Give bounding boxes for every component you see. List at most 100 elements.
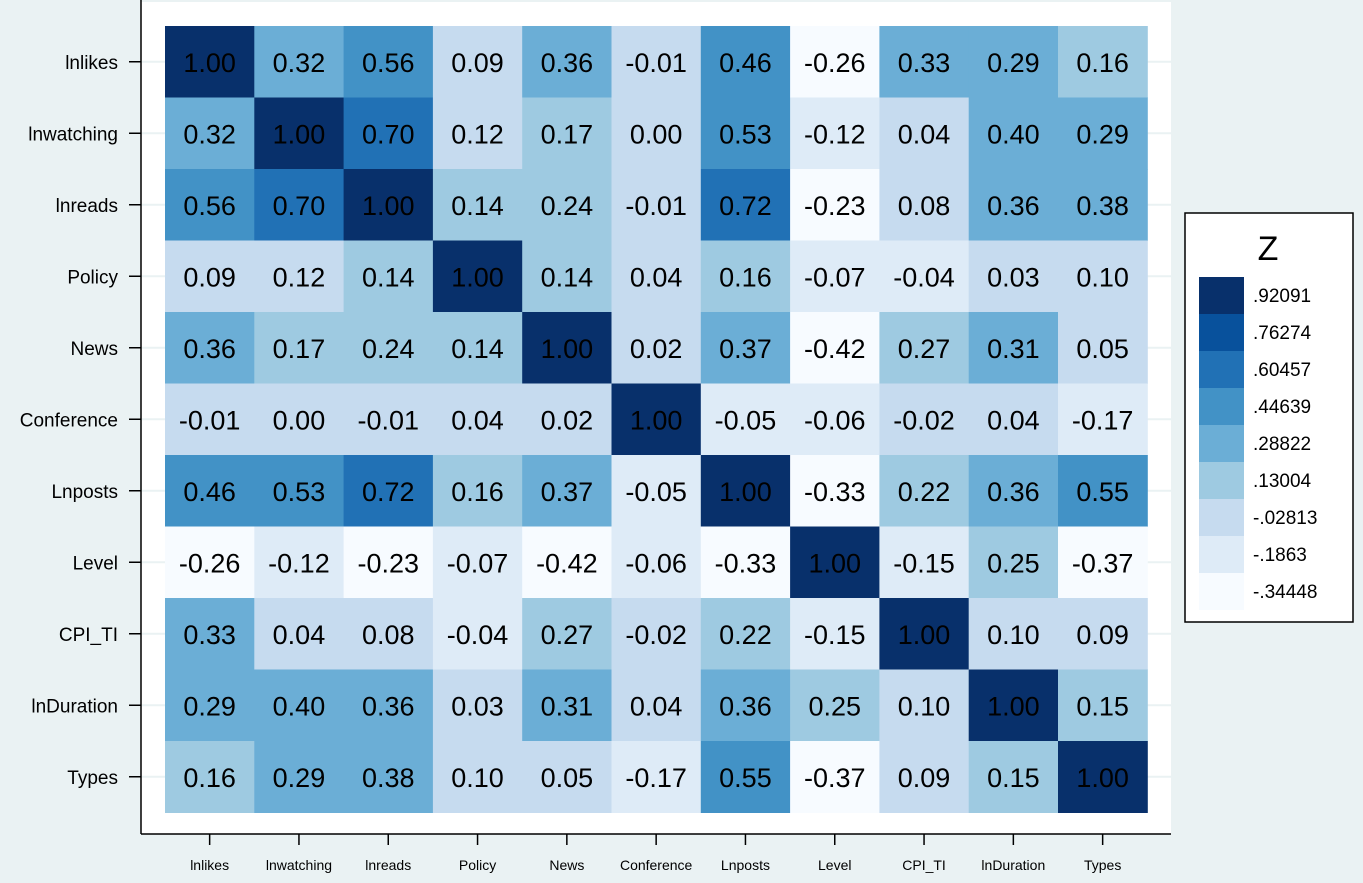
heatmap-cell (700, 97, 791, 170)
x-tick-label: CPI_TI (902, 857, 946, 873)
legend-swatch (1199, 536, 1244, 573)
heatmap-cell (165, 741, 255, 813)
cell-value-label: 0.03 (451, 691, 504, 721)
cell-value-label: -0.12 (804, 119, 866, 149)
heatmap-cell (1058, 598, 1148, 670)
cell-value-label: -0.06 (625, 548, 687, 578)
cell-value-label: 0.72 (362, 477, 415, 507)
heatmap-cell (968, 598, 1059, 670)
cell-value-label: 1.00 (273, 119, 326, 149)
heatmap-cell (165, 598, 255, 670)
cell-value-label: 1.00 (541, 334, 594, 364)
heatmap-cell (343, 741, 434, 813)
cell-value-label: 0.04 (630, 691, 683, 721)
cell-value-label: 0.00 (273, 405, 326, 435)
heatmap-cell (432, 26, 523, 98)
cell-value-label: -0.02 (893, 405, 955, 435)
cell-value-label: 0.15 (1076, 691, 1129, 721)
heatmap-cell (879, 240, 970, 313)
heatmap-cells (165, 26, 1148, 813)
heatmap-cell (968, 312, 1059, 384)
heatmap-cell (790, 598, 880, 670)
cell-value-label: 0.56 (183, 191, 236, 221)
heatmap-cell (611, 240, 702, 313)
heatmap-cell (790, 669, 880, 742)
heatmap-cell (522, 598, 612, 670)
legend-label: -.34448 (1253, 582, 1317, 603)
heatmap-cell (254, 97, 345, 170)
cell-value-label: 0.09 (898, 763, 951, 793)
heatmap-cell (254, 455, 345, 527)
legend-label: -.02813 (1253, 508, 1317, 529)
heatmap-cell (700, 526, 791, 599)
cell-value-label: -0.01 (357, 405, 419, 435)
y-tick-label: Level (73, 553, 118, 574)
heatmap-cell (343, 455, 434, 527)
heatmap-cell (432, 526, 523, 599)
cell-value-label: 0.46 (719, 48, 772, 78)
heatmap-cell (611, 169, 702, 241)
cell-value-label: 0.08 (898, 191, 951, 221)
heatmap-cell (790, 97, 880, 170)
cell-value-label: 0.10 (898, 691, 951, 721)
legend-swatch (1199, 314, 1244, 351)
legend-label: .92091 (1253, 286, 1311, 307)
cell-value-label: 0.14 (541, 262, 594, 292)
y-tick-label: lnDuration (31, 696, 118, 717)
cell-value-label: -0.15 (804, 620, 866, 650)
heatmap-cell (611, 312, 702, 384)
heatmap-cell (700, 455, 791, 527)
y-tick-label: News (70, 339, 118, 360)
cell-value-label: 0.02 (630, 334, 683, 364)
heatmap-cell (611, 26, 702, 98)
legend-items: .92091 .76274 .60457 .44639 .28822 .13004 -.02… (1199, 277, 1317, 610)
heatmap-cell (611, 741, 702, 813)
heatmap-cell (968, 240, 1059, 313)
x-tick-label: Policy (459, 857, 496, 873)
cell-value-label: 1.00 (630, 405, 683, 435)
heatmap-cell-labels: 1.00 0.32 0.56 0.09 0.36 -0.01 0.46 -0.26 0.33 0.… (179, 48, 1134, 793)
y-tick-label: Conference (20, 410, 118, 431)
x-tick-label: lnreads (365, 857, 411, 873)
heatmap-cell (1058, 669, 1148, 742)
heatmap-cell (700, 383, 791, 456)
heatmap-cell (879, 383, 970, 456)
cell-value-label: 0.04 (630, 262, 683, 292)
heatmap-cell (611, 598, 702, 670)
legend-swatch (1199, 462, 1244, 499)
cell-value-label: 0.04 (451, 405, 504, 435)
cell-value-label: 1.00 (808, 548, 861, 578)
cell-value-label: 0.05 (1076, 334, 1129, 364)
heatmap-cell (343, 526, 434, 599)
cell-value-label: 0.36 (987, 477, 1040, 507)
cell-value-label: 0.09 (1076, 620, 1129, 650)
cell-value-label: 0.17 (541, 119, 594, 149)
heatmap-cell (254, 669, 345, 742)
heatmap-cell (968, 669, 1059, 742)
cell-value-label: 0.38 (362, 763, 415, 793)
heatmap-cell (1058, 455, 1148, 527)
cell-value-label: 0.16 (1076, 48, 1129, 78)
heatmap-cell (522, 741, 612, 813)
heatmap-cell (254, 741, 345, 813)
heatmap-cell (611, 526, 702, 599)
cell-value-label: 0.32 (273, 48, 326, 78)
heatmap-cell (700, 312, 791, 384)
heatmap-cell (790, 240, 880, 313)
cell-value-label: 0.22 (898, 477, 951, 507)
heatmap-cell (700, 598, 791, 670)
heatmap-cell (165, 240, 255, 313)
heatmap-cell (522, 383, 612, 456)
heatmap-cell (343, 97, 434, 170)
heatmap-cell (254, 169, 345, 241)
cell-value-label: 0.27 (898, 334, 951, 364)
heatmap-cell (968, 526, 1059, 599)
cell-value-label: 0.37 (719, 334, 772, 364)
cell-value-label: 1.00 (362, 191, 415, 221)
heatmap-cell (1058, 26, 1148, 98)
legend-swatch (1199, 277, 1244, 314)
heatmap-cell (254, 383, 345, 456)
heatmap-cell (522, 455, 612, 527)
cell-value-label: 0.10 (987, 620, 1040, 650)
